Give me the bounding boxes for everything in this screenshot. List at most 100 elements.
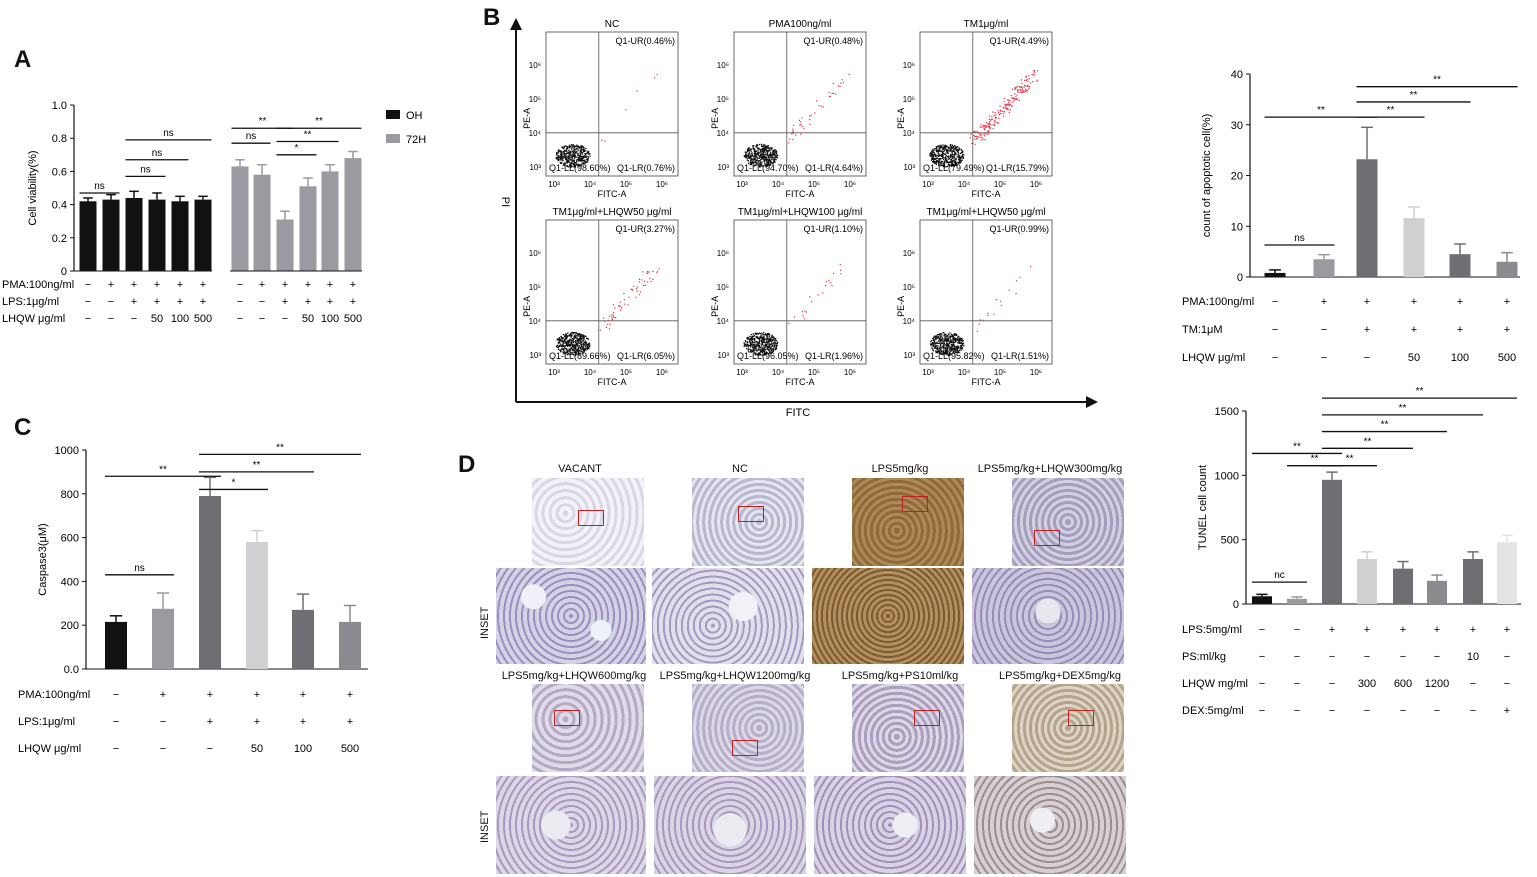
- significance-label: **: [159, 464, 167, 475]
- condition-cell: 600: [1394, 678, 1412, 690]
- condition-label: LHQW μg/ml: [1182, 352, 1245, 364]
- condition-cell: +: [1470, 624, 1476, 636]
- condition-cell: +: [327, 296, 333, 308]
- histo-title-lps: LPS5mg/kg: [871, 463, 929, 475]
- condition-cell: 100: [321, 313, 339, 325]
- flow-y-tick: 10³: [717, 351, 729, 360]
- flow-dots-apoptotic: [969, 70, 1039, 145]
- condition-cell: +: [1457, 324, 1463, 336]
- condition-cell: +: [347, 716, 353, 728]
- condition-cell: +: [207, 716, 213, 728]
- condition-cell: +: [200, 296, 206, 308]
- flow-y-tick: 10⁴: [529, 317, 542, 326]
- y-tick-label: 30: [1231, 120, 1243, 132]
- condition-cell: +: [305, 279, 311, 291]
- micrograph-nc: [692, 478, 804, 566]
- bar: [253, 174, 271, 271]
- flow-y-axis-name: PE-A: [896, 296, 906, 317]
- condition-cell: −: [108, 313, 114, 325]
- quadrant-ur: Q1-UR(3.27%): [615, 224, 675, 234]
- quadrant-ur: Q1-UR(0.46%): [615, 36, 675, 46]
- histo-title-lps-lhqw300: LPS5mg/kg+LHQW300mg/kg: [977, 463, 1123, 475]
- condition-cell: −: [207, 743, 213, 755]
- micrograph-lhqw600: [532, 684, 644, 772]
- bar: [1496, 261, 1518, 277]
- flow-y-tick: 10³: [529, 351, 541, 360]
- bar: [1449, 254, 1471, 277]
- bar: [171, 201, 189, 271]
- condition-cell: 100: [1451, 352, 1469, 364]
- histo-title-nc: NC: [732, 463, 748, 475]
- micrograph-ps: [852, 684, 964, 772]
- condition-cell: −: [1259, 678, 1265, 690]
- condition-cell: +: [1504, 324, 1510, 336]
- histo-title-lhqw600: LPS5mg/kg+LHQW600mg/kg: [501, 670, 647, 682]
- flow-plot-title: PMA100ng/ml: [769, 19, 832, 30]
- flow-x-tick: 10⁵: [620, 180, 632, 189]
- condition-cell: +: [300, 689, 306, 701]
- flow-dots-live: [929, 144, 965, 168]
- bar: [1287, 598, 1307, 604]
- panel-letter-c: C: [14, 414, 32, 441]
- condition-cell: 100: [171, 313, 189, 325]
- y-tick-label: 40: [1231, 69, 1243, 81]
- bar: [105, 621, 127, 669]
- flow-dots-apoptotic: [788, 73, 850, 144]
- quadrant-ll: Q1-LL(89.66%): [549, 351, 611, 361]
- roi-marker-lps-lhqw300: [1034, 530, 1060, 546]
- condition-cell: −: [1294, 624, 1300, 636]
- flow-dots-apoptotic: [788, 264, 842, 325]
- condition-cell: −: [1259, 651, 1265, 663]
- bar: [339, 621, 361, 669]
- y-tick-label: 0.6: [52, 166, 67, 178]
- flow-x-tick: 10³: [548, 180, 560, 189]
- significance-label: **: [1416, 386, 1424, 397]
- y-tick-label: 1000: [55, 445, 79, 457]
- significance-label: **: [1311, 454, 1319, 465]
- quadrant-ll: Q1-LL(95.82%): [923, 351, 985, 361]
- condition-cell: −: [1504, 651, 1510, 663]
- inset-dex: [974, 776, 1126, 874]
- flow-plot-title: TM1μg/ml+LHQW50 μg/ml: [926, 207, 1045, 218]
- flow-plot-title: TM1μg/ml: [964, 19, 1009, 30]
- bar: [125, 197, 143, 271]
- condition-label: LHQW μg/ml: [2, 313, 65, 325]
- condition-cell: −: [1364, 651, 1370, 663]
- inset-vacant: [496, 568, 646, 664]
- condition-cell: 10: [1467, 651, 1479, 663]
- flow-y-axis-name: PE-A: [710, 296, 720, 317]
- flow-x-tick: 10⁵: [620, 368, 632, 377]
- chart-b-apoptotic-count: 0 10 20 30 40 count of apoptotic cell(%) ns ** *…: [1182, 69, 1520, 364]
- condition-label: DEX:5mg/ml: [1182, 705, 1244, 717]
- condition-cell: +: [350, 279, 356, 291]
- legend-label: 72H: [406, 134, 426, 146]
- condition-cell: −: [113, 716, 119, 728]
- significance-label: nc: [1274, 570, 1285, 581]
- flow-y-tick: 10⁴: [717, 317, 730, 326]
- flow-x-axis-name: FITC-A: [786, 377, 815, 387]
- bar: [1252, 596, 1272, 604]
- flow-x-axis-name: FITC-A: [598, 377, 627, 387]
- y-tick-label: 200: [61, 620, 79, 632]
- significance-label: **: [1399, 403, 1407, 414]
- flow-x-tick: 10⁶: [1030, 368, 1042, 377]
- histo-title-dex: LPS5mg/kg+DEX5mg/kg: [999, 670, 1121, 682]
- flow-plot-frame: [545, 31, 679, 177]
- quadrant-lr: Q1-LR(0.76%): [617, 163, 675, 173]
- condition-cell: −: [237, 279, 243, 291]
- bar: [299, 186, 317, 271]
- bar: [148, 199, 166, 271]
- flow-y-tick: 10⁴: [903, 317, 916, 326]
- inset-ps: [814, 776, 966, 874]
- condition-cell: +: [259, 279, 265, 291]
- condition-cell: +: [282, 279, 288, 291]
- significance-label: **: [1364, 436, 1372, 447]
- condition-label: PS:ml/kg: [1182, 651, 1226, 663]
- bar: [292, 609, 314, 669]
- condition-cell: −: [1321, 324, 1327, 336]
- flow-x-axis-name: FITC-A: [972, 189, 1001, 199]
- condition-cell: 500: [1498, 352, 1516, 364]
- y-axis-label: count of apoptotic cell(%): [1201, 114, 1213, 238]
- quadrant-lr: Q1-LR(1.96%): [805, 351, 863, 361]
- y-tick-label: 800: [61, 489, 79, 501]
